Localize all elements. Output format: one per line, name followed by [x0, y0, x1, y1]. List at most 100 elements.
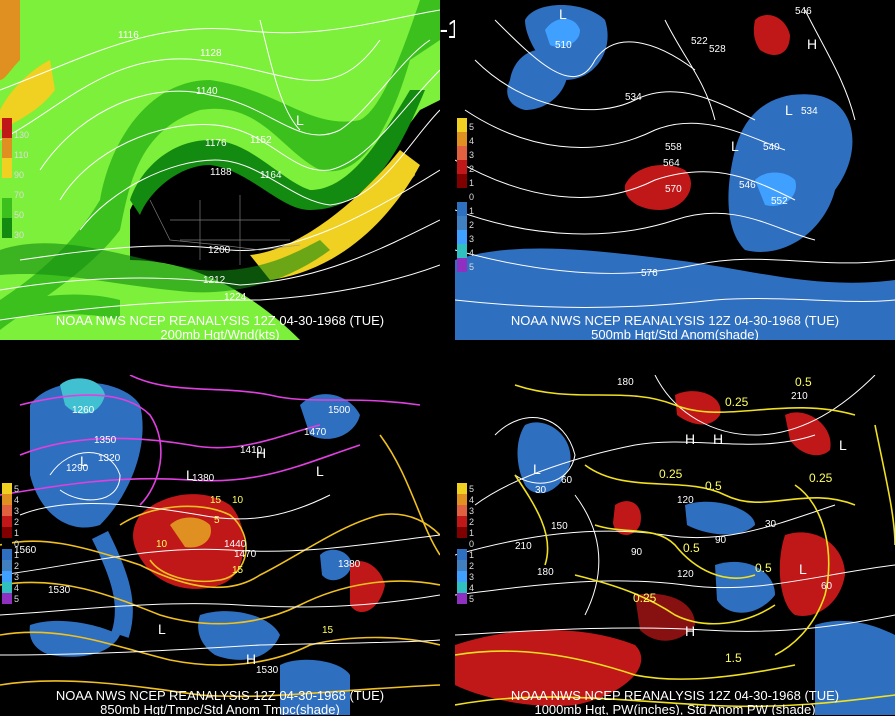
hgt-anom-map — [455, 5, 895, 340]
low-marker: L — [186, 467, 194, 483]
pw-label: 0.5 — [755, 561, 772, 575]
contour-label: 210 — [791, 391, 808, 402]
temp-label: 15 — [322, 625, 334, 636]
legend-label: 0 — [469, 192, 475, 202]
low-marker: L — [731, 138, 739, 154]
contour-label: 528 — [709, 44, 726, 55]
low-marker: L — [799, 561, 807, 577]
high-marker: H — [685, 623, 696, 639]
contour-label: 558 — [665, 142, 682, 153]
contour-label: 1188 — [210, 167, 232, 178]
legend-label: 4 — [469, 136, 475, 146]
contour-label: 60 — [561, 475, 573, 486]
contour-label: 534 — [801, 106, 818, 117]
legend-label: 3 — [469, 234, 475, 244]
legend-label: 5 — [469, 484, 475, 494]
contour-label: 1140 — [196, 86, 218, 97]
temp-label: 5 — [214, 515, 220, 526]
pw-label: 0.5 — [795, 375, 812, 389]
caption-line2: 850mb Hgt/Tmpc/Std Anom Tmpc(shade) — [100, 702, 340, 716]
legend-label: 4 — [469, 248, 475, 258]
legend-label: 2 — [469, 220, 475, 230]
contour-label: 1350 — [94, 435, 117, 446]
caption-line2: 500mb Hgt/Std Anom(shade) — [591, 327, 759, 341]
contour-label: 60 — [821, 581, 833, 592]
legend-label: 5 — [14, 594, 20, 604]
caption-line1: NOAA NWS NCEP REANALYSIS 12Z 04-30-1968 … — [55, 688, 385, 703]
pw-label: 1.5 — [725, 651, 742, 665]
panel-200mb-wind: 130 110 90 70 50 30 1116 1128 1140 1152 … — [0, 0, 440, 340]
high-marker: H — [685, 431, 696, 447]
panel-500mb-hgt: 5 4 3 2 1 0 1 2 3 4 5 510 522 528 534 54… — [455, 0, 895, 340]
pw-anom-map — [455, 375, 895, 715]
high-marker: H — [807, 36, 818, 52]
legend-label: 90 — [14, 170, 25, 180]
legend-label: 50 — [14, 210, 25, 220]
legend-label: 2 — [469, 164, 475, 174]
contour-label: 1530 — [256, 665, 279, 676]
high-marker: H — [713, 431, 724, 447]
temp-label: 10 — [156, 539, 168, 550]
anom-legend — [2, 483, 12, 604]
anom-legend — [457, 118, 467, 272]
legend-label: 2 — [14, 561, 20, 571]
contour-label: 1200 — [208, 245, 231, 256]
contour-label: 540 — [763, 142, 780, 153]
contour-label: 1440 — [224, 539, 247, 550]
legend-label: 4 — [469, 583, 475, 593]
legend-label: 1 — [469, 206, 475, 216]
contour-label: 1290 — [66, 463, 89, 474]
legend-label: 1 — [14, 528, 20, 538]
low-marker: L — [533, 461, 541, 477]
legend-label: 130 — [14, 130, 30, 140]
low-marker: L — [316, 463, 324, 479]
legend-label: 4 — [14, 583, 20, 593]
contour-label: 1500 — [328, 405, 351, 416]
legend-label: 3 — [14, 572, 20, 582]
contour-label: 210 — [515, 541, 532, 552]
temp-label: 10 — [232, 495, 244, 506]
contour-label: 1212 — [203, 275, 226, 286]
contour-label: 1320 — [98, 453, 121, 464]
low-marker: L — [80, 453, 88, 469]
contour-label: 1380 — [338, 559, 361, 570]
low-marker: L — [296, 112, 304, 128]
legend-label: 3 — [469, 506, 475, 516]
legend-label: 0 — [14, 539, 20, 549]
contour-label: 552 — [771, 196, 788, 207]
contour-label: 90 — [631, 547, 643, 558]
legend-label: 4 — [469, 495, 475, 505]
legend-label: 30 — [14, 230, 25, 240]
caption-line2: 200mb Hgt/Wnd(kts) — [160, 327, 280, 341]
wind-map — [0, 0, 440, 340]
caption-line1: NOAA NWS NCEP REANALYSIS 12Z 04-30-1968 … — [510, 688, 840, 703]
contour-label: 534 — [625, 92, 642, 103]
contour-label: 1470 — [234, 549, 257, 560]
low-marker: L — [785, 102, 793, 118]
contour-label: 546 — [795, 6, 812, 17]
contour-label: 1176 — [205, 138, 227, 149]
low-marker: L — [839, 437, 847, 453]
legend-label: 2 — [469, 561, 475, 571]
pw-label: 0.25 — [809, 471, 833, 485]
temp-label: 15 — [210, 495, 222, 506]
contour-label: 546 — [739, 180, 756, 191]
pw-label: 0.25 — [659, 467, 683, 481]
legend-label: 5 — [469, 122, 475, 132]
contour-label: 570 — [665, 184, 682, 195]
legend-label: 2 — [469, 517, 475, 527]
contour-label: 150 — [551, 521, 568, 532]
caption-line1: NOAA NWS NCEP REANALYSIS 12Z 04-30-1968 … — [55, 313, 385, 328]
contour-label: 522 — [691, 36, 708, 47]
contour-label: 1530 — [48, 585, 71, 596]
contour-label: 1224 — [224, 292, 247, 303]
legend-label: 0 — [469, 539, 475, 549]
low-marker: L — [559, 6, 567, 22]
wind-legend — [2, 118, 12, 238]
contour-label: 30 — [535, 485, 547, 496]
legend-label: 5 — [469, 262, 475, 272]
pw-label: 0.5 — [705, 479, 722, 493]
contour-label: 1260 — [72, 405, 95, 416]
panel-850mb-temp: 5 4 3 2 1 0 1 2 3 4 5 1260 1290 1320 135… — [0, 375, 440, 715]
pw-label: 0.25 — [633, 591, 657, 605]
